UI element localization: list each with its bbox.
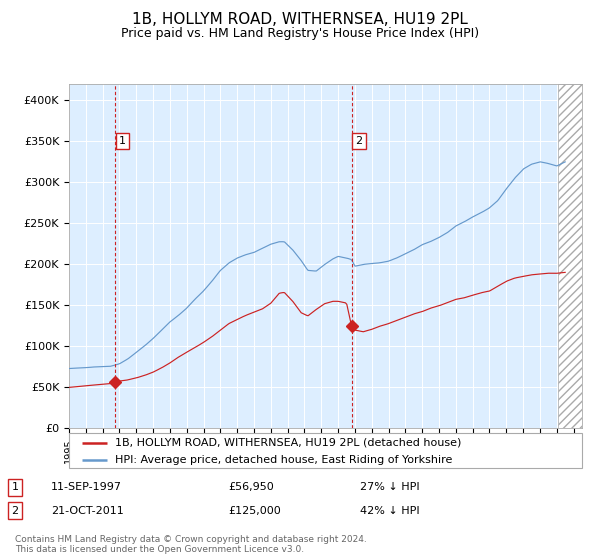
Text: Contains HM Land Registry data © Crown copyright and database right 2024.
This d: Contains HM Land Registry data © Crown c…: [15, 535, 367, 554]
Text: £56,950: £56,950: [228, 482, 274, 492]
Text: 2: 2: [11, 506, 19, 516]
Text: HPI: Average price, detached house, East Riding of Yorkshire: HPI: Average price, detached house, East…: [115, 455, 452, 465]
Text: 1: 1: [119, 136, 126, 146]
Text: Price paid vs. HM Land Registry's House Price Index (HPI): Price paid vs. HM Land Registry's House …: [121, 27, 479, 40]
Text: 1B, HOLLYM ROAD, WITHERNSEA, HU19 2PL (detached house): 1B, HOLLYM ROAD, WITHERNSEA, HU19 2PL (d…: [115, 437, 461, 447]
Text: 1: 1: [11, 482, 19, 492]
Text: £125,000: £125,000: [228, 506, 281, 516]
Text: 1B, HOLLYM ROAD, WITHERNSEA, HU19 2PL: 1B, HOLLYM ROAD, WITHERNSEA, HU19 2PL: [132, 12, 468, 27]
Text: 2: 2: [356, 136, 363, 146]
Text: 27% ↓ HPI: 27% ↓ HPI: [360, 482, 419, 492]
Text: 21-OCT-2011: 21-OCT-2011: [51, 506, 124, 516]
Bar: [558, 84, 582, 428]
Text: 11-SEP-1997: 11-SEP-1997: [51, 482, 122, 492]
Text: 42% ↓ HPI: 42% ↓ HPI: [360, 506, 419, 516]
